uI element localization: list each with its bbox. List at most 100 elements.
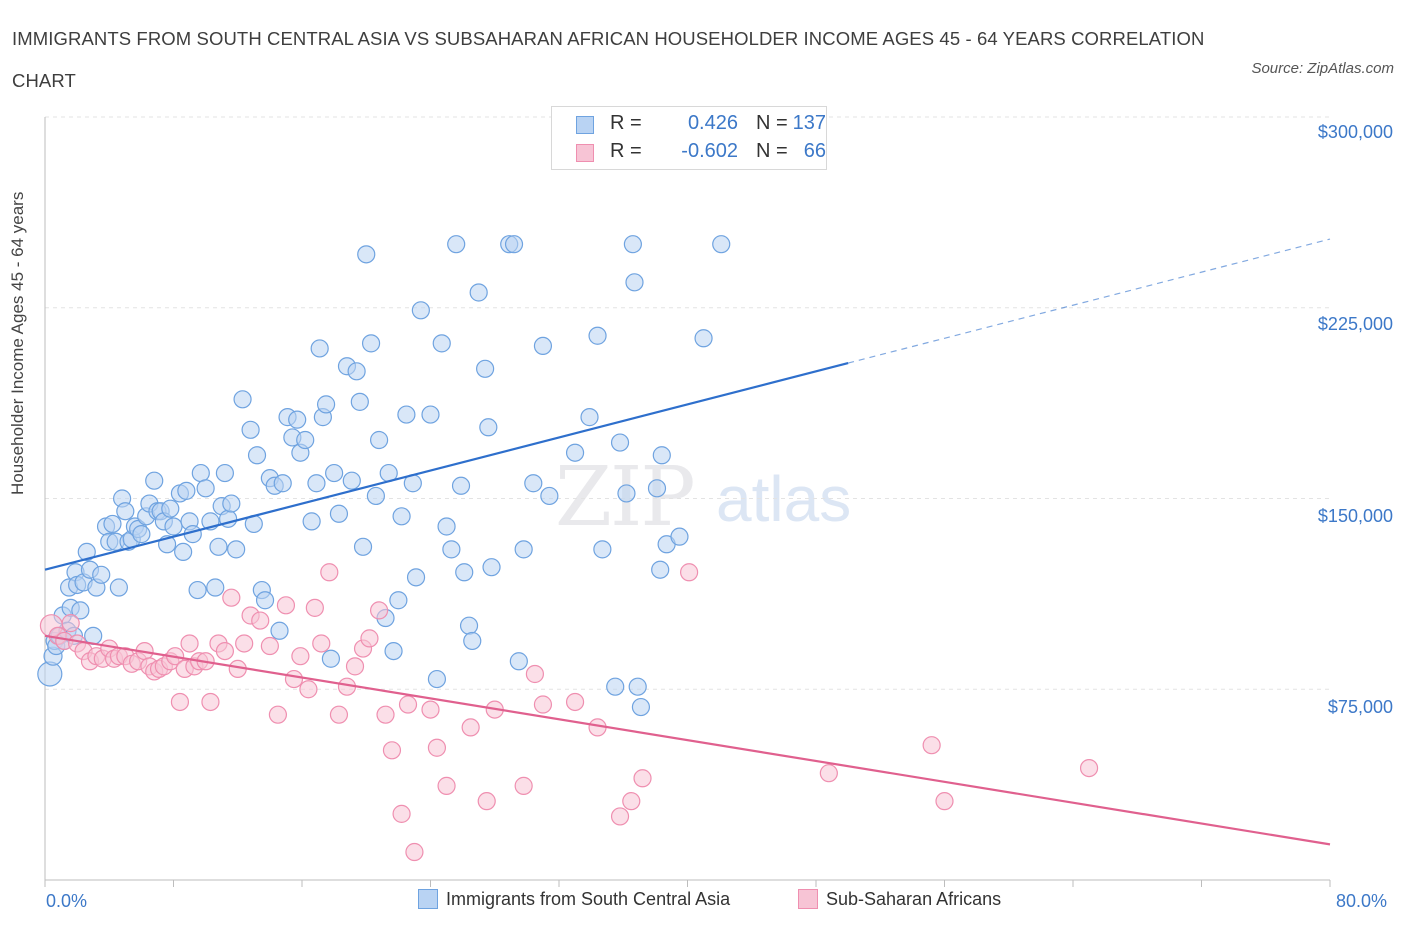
blue-data-point (177, 481, 196, 500)
pink-data-point (935, 792, 954, 811)
blue-data-point (540, 486, 559, 506)
chart-source: Source: ZipAtlas.com (1251, 60, 1394, 77)
blue-data-point (71, 601, 90, 620)
pink-data-point (565, 692, 585, 712)
pink-data-point (633, 769, 652, 788)
blue-data-point (625, 273, 644, 292)
blue-data-point (174, 542, 193, 562)
blue-data-point (406, 568, 426, 587)
blue-data-point (504, 235, 524, 254)
blue-data-point (273, 474, 292, 493)
blue-data-point (437, 517, 456, 536)
pink-data-point (170, 692, 190, 712)
legend-label-sub-saharan-africans: Sub-Saharan Africans (826, 889, 1002, 909)
pink-data-point (421, 700, 440, 719)
blue-data-point (191, 463, 210, 483)
pink-data-point (276, 596, 296, 615)
blue-data-point (255, 591, 275, 610)
blue-data-point (610, 433, 630, 452)
blue-data-point (588, 326, 607, 345)
blue-data-point (593, 540, 612, 559)
pink-data-point (819, 764, 838, 783)
blue-data-point (321, 649, 341, 668)
blue-data-point (463, 631, 482, 651)
blue-data-point (447, 235, 466, 254)
blue-data-point (209, 537, 228, 556)
blue-data-point (361, 334, 381, 353)
blue-data-point (366, 486, 385, 506)
blue-data-point (353, 537, 373, 556)
legend-item-south-central-asia[interactable]: Immigrants from South Central Asia (418, 889, 730, 910)
y-tick-label-300000: $300,000 (1317, 122, 1393, 142)
blue-data-point (307, 474, 326, 493)
y-tick-label-225000: $225,000 (1317, 314, 1393, 334)
n-label: N = (756, 140, 788, 162)
pink-data-point (201, 692, 220, 712)
blue-data-point (459, 616, 479, 635)
blue-data-point (325, 463, 344, 483)
blue-data-point (196, 479, 215, 498)
pink-data-point (382, 741, 402, 760)
r-value-pink: -0.602 (681, 140, 738, 162)
blue-data-point (384, 641, 403, 661)
pink-data-point (398, 695, 418, 714)
blue-data-point (116, 502, 135, 521)
pink-data-point (61, 614, 80, 633)
pink-trend-line (44, 634, 1331, 846)
n-label: N = (756, 112, 788, 134)
blue-data-point (421, 405, 440, 424)
blue-data-point (206, 578, 225, 597)
n-value-blue: 137 (792, 112, 826, 134)
blue-data-point (347, 362, 366, 381)
legend-item-sub-saharan-africans[interactable]: Sub-Saharan Africans (798, 889, 1001, 910)
blue-data-point (103, 514, 122, 534)
legend-swatch-pink (576, 144, 594, 162)
pink-data-point (222, 588, 241, 607)
pink-data-point (299, 680, 318, 699)
blue-data-point (164, 517, 183, 536)
pink-data-point (360, 629, 379, 648)
r-label: R = (610, 140, 642, 162)
pink-data-point (305, 598, 324, 617)
blue-data-point (357, 245, 376, 264)
pink-data-point (622, 792, 641, 811)
pink-data-point (477, 792, 496, 811)
legend-swatch-blue (576, 116, 594, 134)
blue-data-point (270, 621, 289, 640)
pink-data-point (312, 634, 331, 653)
blue-data-point (482, 558, 501, 577)
blue-data-point (694, 329, 713, 348)
blue-data-point (132, 525, 151, 544)
blue-data-point (455, 563, 474, 582)
legend-swatch-blue (418, 889, 438, 909)
blue-data-point (524, 474, 543, 493)
blue-data-point (77, 542, 96, 562)
y-tick-label-75000: $75,000 (1327, 697, 1393, 717)
blue-data-point (310, 339, 329, 358)
blue-data-point (316, 395, 336, 414)
pink-data-point (405, 842, 424, 862)
pink-data-point (345, 657, 365, 676)
blue-data-point (651, 560, 670, 579)
blue-data-point (432, 334, 451, 353)
blue-data-point (442, 540, 461, 559)
blue-data-point (565, 443, 585, 462)
stats-legend: R = 0.426 N = 137 R = -0.602 N = 66 (551, 106, 827, 170)
blue-data-point (222, 494, 241, 513)
blue-data-point (233, 390, 252, 409)
blue-data-point (227, 540, 246, 559)
pink-data-point (329, 705, 349, 724)
x-tick-label-min: 0.0% (46, 891, 88, 911)
pink-data-point (370, 601, 389, 620)
blue-data-point (617, 484, 636, 503)
pink-data-point (922, 736, 941, 755)
blue-data-point (647, 479, 667, 498)
r-value-blue: 0.426 (687, 112, 738, 134)
blue-data-point (302, 512, 321, 531)
n-value-pink: 66 (803, 140, 826, 162)
blue-trend-line (44, 362, 849, 571)
blue-data-point (628, 677, 647, 696)
legend-swatch-pink (798, 889, 818, 909)
pink-data-point (320, 563, 339, 582)
pink-data-point (376, 705, 395, 724)
